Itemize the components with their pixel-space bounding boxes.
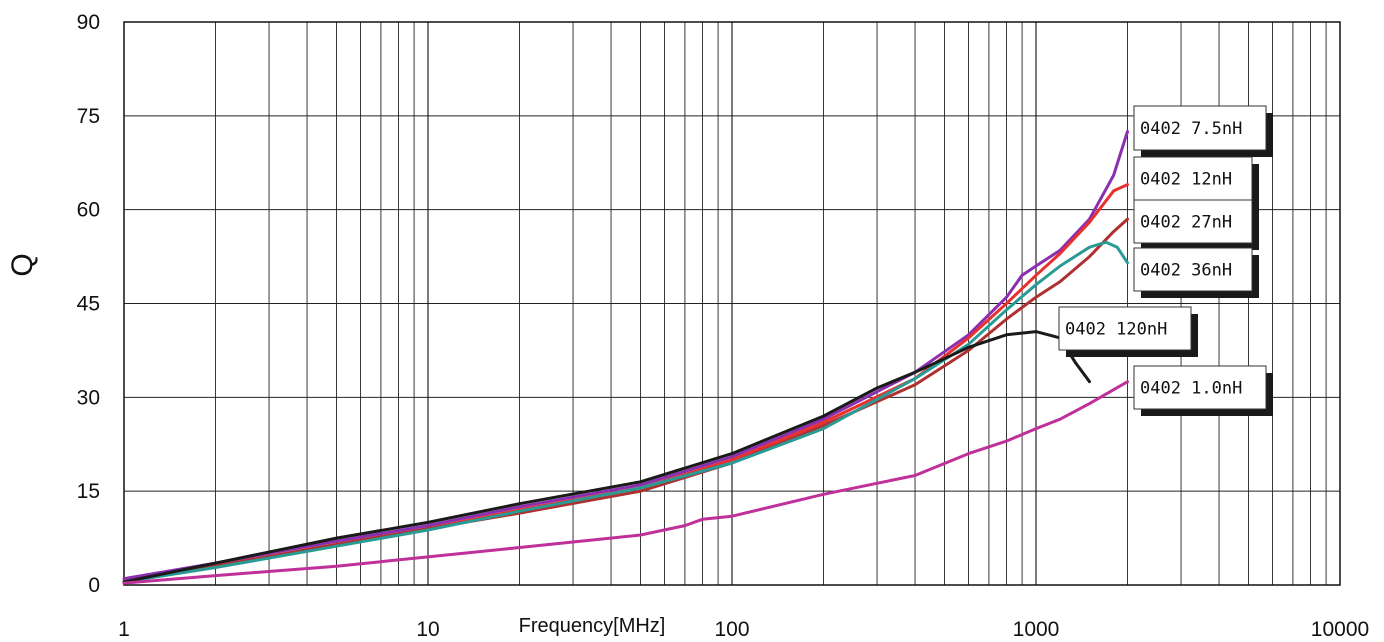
x-tick-label: 10000: [1311, 618, 1369, 641]
y-tick-label: 0: [88, 574, 100, 597]
series-tag-box: [1133, 199, 1253, 244]
x-tick-label: 1000: [1013, 618, 1060, 641]
plot-frame: [123, 21, 1341, 586]
series-line: [122, 183, 1129, 584]
series-tag-box: [1058, 306, 1192, 351]
series-tag-box: [1133, 365, 1267, 410]
series-tag-box: [1133, 105, 1267, 151]
y-tick-label: 15: [77, 480, 100, 503]
y-axis-label: Q: [6, 253, 39, 276]
x-tick-label: 1: [118, 618, 130, 641]
series-tags: 0402 7.5nH 0402 12nH 0402 27nH 0402 36nH 040…: [1058, 105, 1273, 416]
y-tick-label: 30: [77, 386, 100, 409]
series-tag-label: 0402 1.0nH: [1140, 379, 1242, 399]
y-tick-label: 90: [77, 11, 100, 34]
series-tag-label: 0402 27nH: [1140, 213, 1232, 233]
series-tag-label: 0402 12nH: [1140, 170, 1232, 190]
series-tag-box: [1133, 247, 1253, 292]
x-axis-label: Frequency[MHz]: [519, 615, 666, 637]
y-tick-label: 75: [77, 105, 100, 128]
y-tick-label: 60: [77, 199, 100, 222]
series-tag-label: 0402 120nH: [1065, 320, 1167, 340]
x-tick-label: 100: [714, 618, 749, 641]
series-line: [122, 217, 1129, 584]
series-line: [122, 240, 1129, 584]
series-line: [122, 130, 1129, 581]
series-tag-label: 0402 7.5nH: [1140, 119, 1242, 139]
series-layer: [122, 130, 1129, 585]
series-line: [122, 380, 1129, 585]
series-tag-label: 0402 36nH: [1140, 261, 1232, 281]
x-tick-label: 10: [416, 618, 439, 641]
y-tick-labels: 0 15 30 45 60 75 90: [77, 11, 100, 597]
series-tag-box: [1133, 156, 1253, 201]
x-tick-labels: 1 10 100 1000 10000: [118, 618, 1369, 641]
series-line: [122, 330, 1091, 584]
y-tick-label: 45: [77, 293, 100, 316]
